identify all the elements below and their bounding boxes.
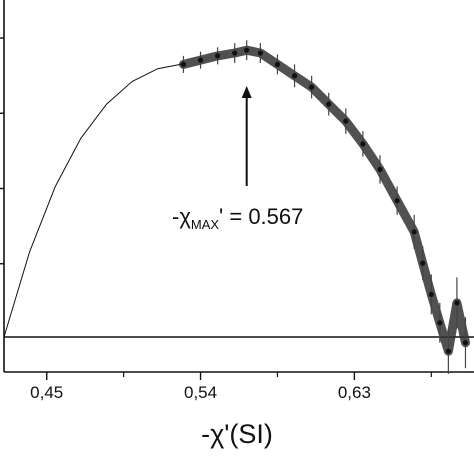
data-point	[197, 57, 204, 63]
data-point	[244, 47, 250, 53]
annotation-label: -χMAX' = 0.567	[172, 204, 303, 232]
annotation-arrow-head	[241, 86, 252, 98]
data-point-band	[179, 45, 470, 356]
data-point	[257, 50, 263, 56]
x-tick-label: 0,45	[30, 383, 63, 402]
data-point	[232, 50, 238, 56]
data-point	[437, 320, 443, 326]
data-point	[454, 300, 460, 306]
data-point	[343, 118, 349, 124]
data-point	[462, 340, 469, 346]
annotation: -χMAX' = 0.567	[172, 86, 303, 232]
series-layer	[3, 40, 470, 374]
data-point	[377, 166, 383, 173]
x-tick-label: 0,54	[184, 383, 217, 402]
data-point	[445, 348, 451, 354]
data-point	[326, 101, 332, 107]
data-point	[291, 73, 298, 79]
plot-frame	[3, 0, 474, 373]
annotation-subscript: MAX	[191, 217, 220, 232]
data-point	[215, 53, 221, 59]
x-ticks: 0,45 0,54 0,63	[30, 372, 432, 402]
y-ticks	[0, 37, 4, 265]
x-tick-label: 0,63	[338, 383, 371, 402]
data-point	[420, 260, 426, 266]
data-point	[309, 84, 315, 90]
annotation-suffix: ' = 0.567	[219, 204, 303, 229]
data-point	[180, 61, 187, 67]
data-point	[394, 198, 400, 204]
data-point	[428, 291, 434, 298]
annotation-prefix: -χ	[172, 204, 191, 229]
data-point	[360, 141, 366, 147]
data-point	[411, 229, 417, 235]
x-axis-title: -χ'(SI)	[201, 419, 273, 449]
fit-curve	[3, 63, 184, 338]
data-point	[274, 61, 281, 67]
